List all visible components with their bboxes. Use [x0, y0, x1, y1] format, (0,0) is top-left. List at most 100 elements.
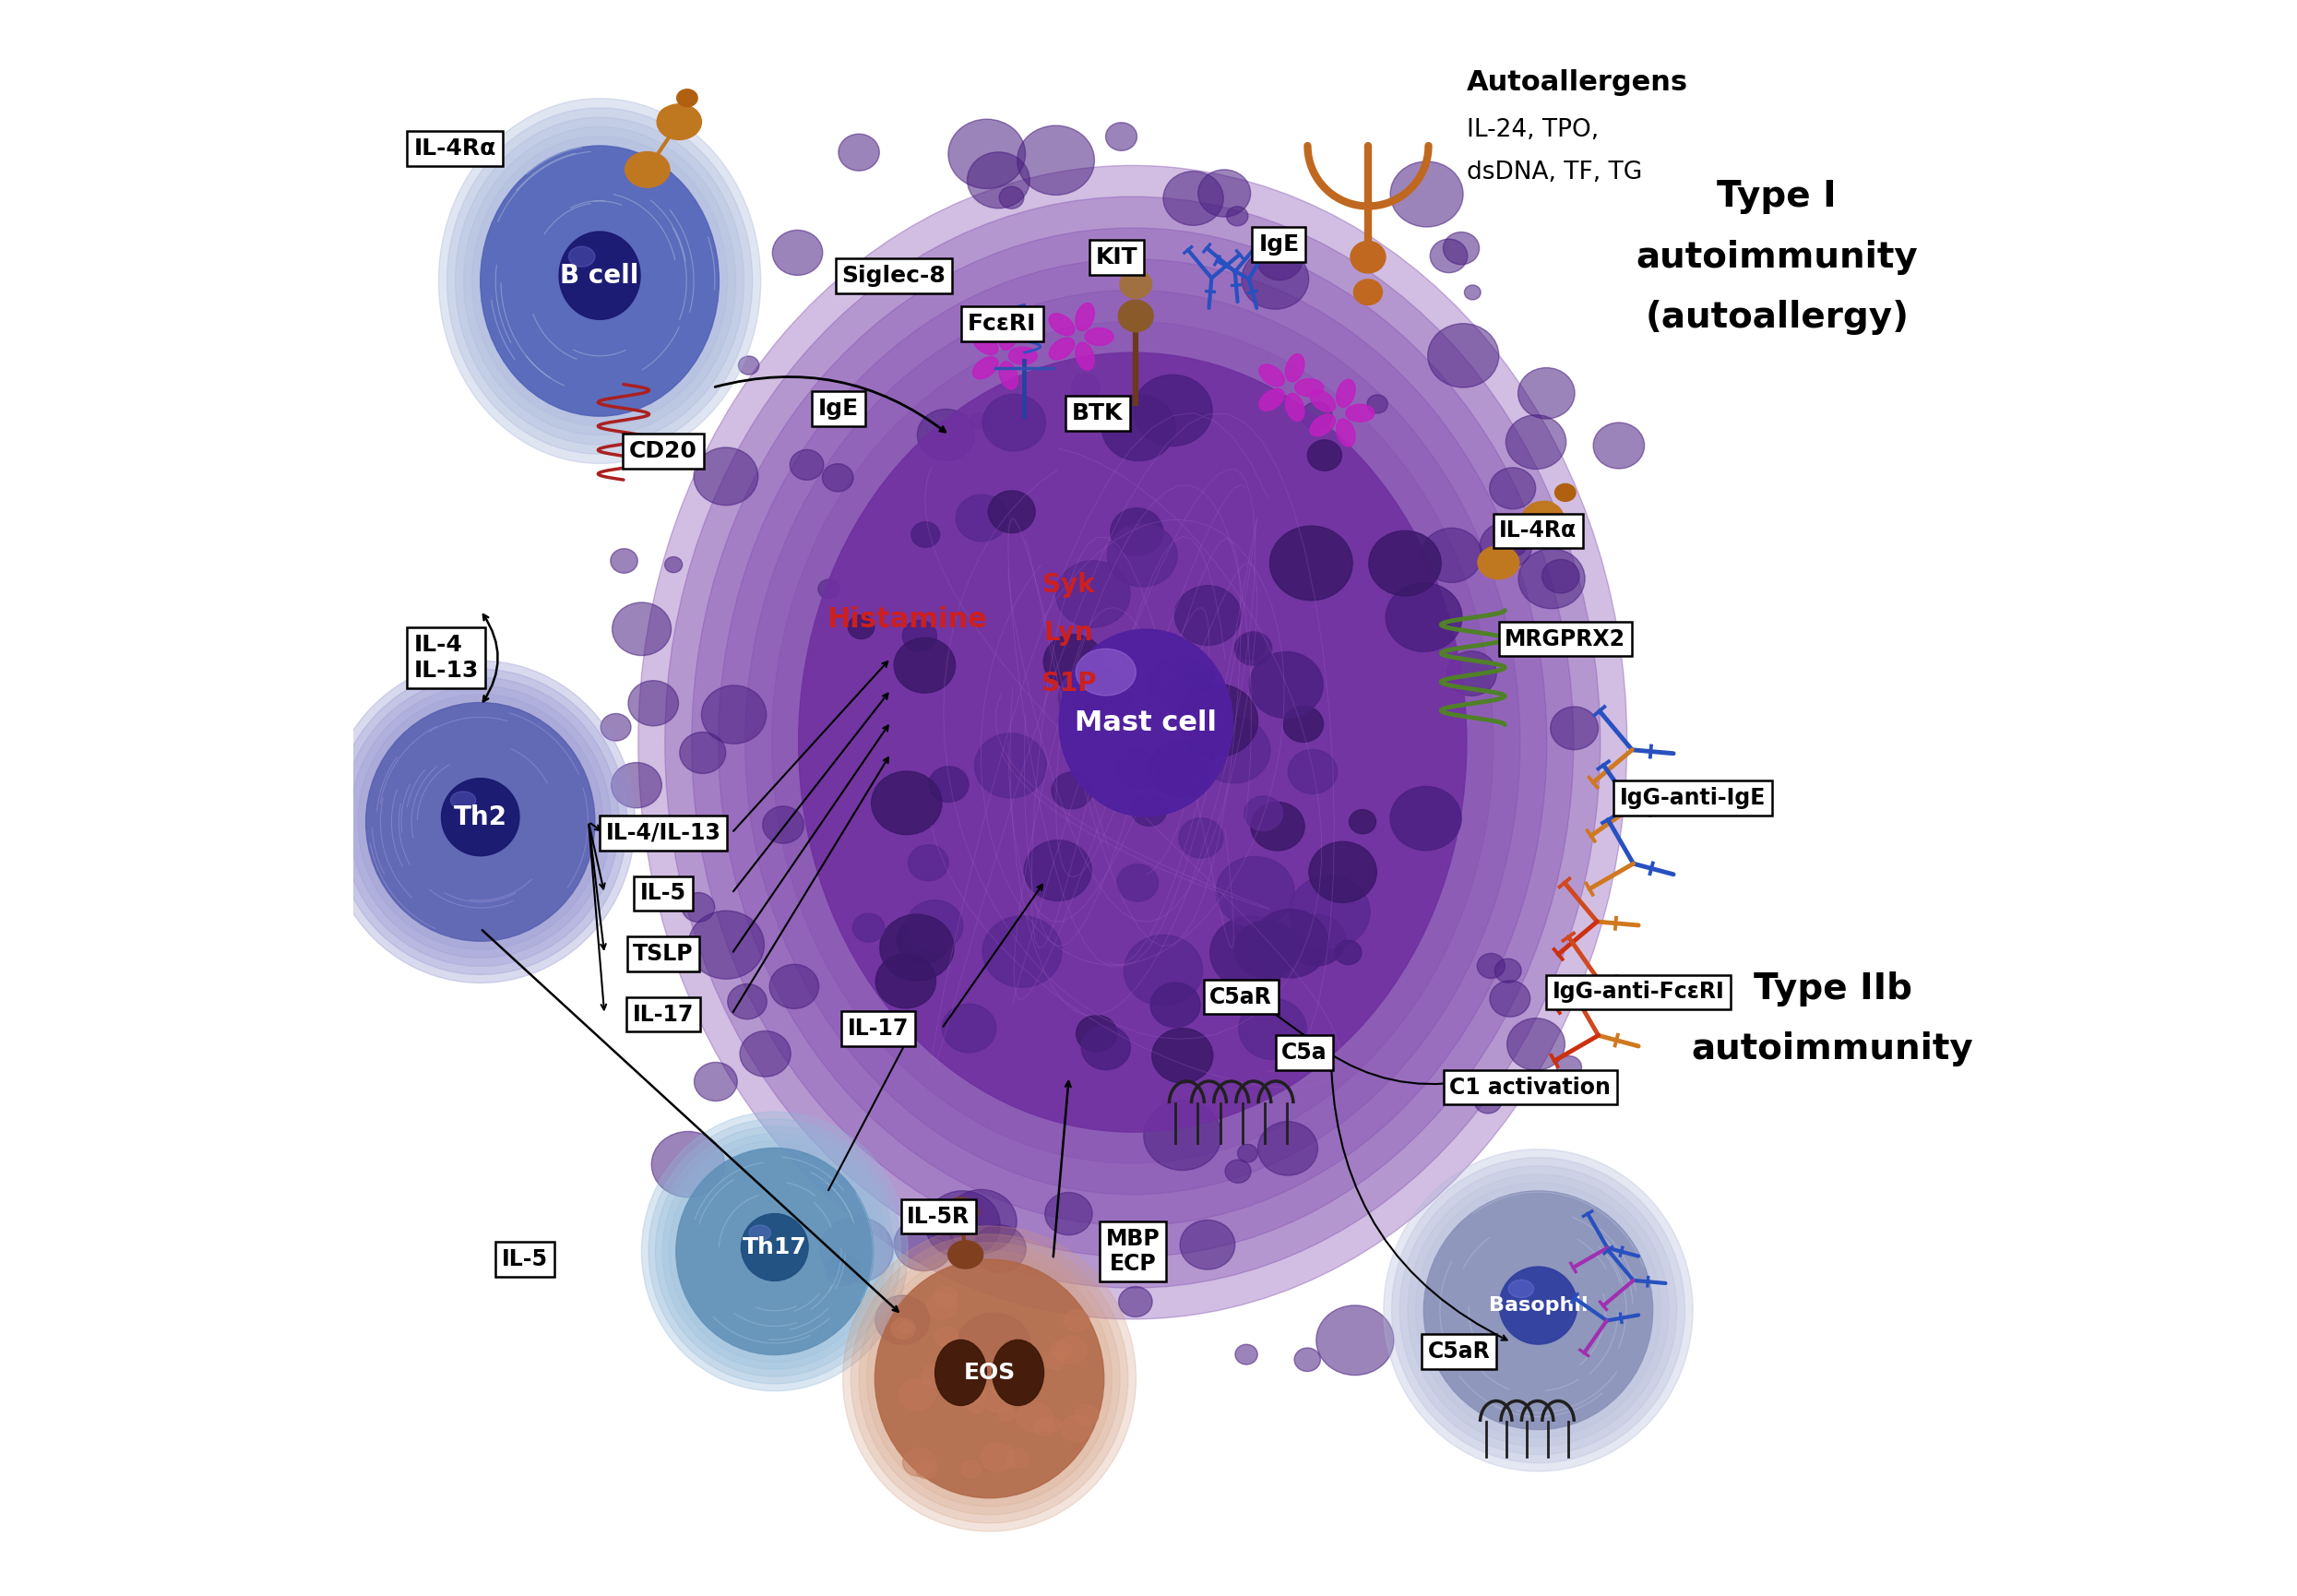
Ellipse shape — [1050, 338, 1075, 359]
Ellipse shape — [613, 602, 671, 656]
Ellipse shape — [960, 1460, 981, 1478]
Ellipse shape — [1082, 1026, 1130, 1069]
Ellipse shape — [1132, 375, 1213, 445]
Ellipse shape — [891, 1318, 914, 1339]
Ellipse shape — [668, 1141, 880, 1361]
Ellipse shape — [1475, 1088, 1502, 1114]
Ellipse shape — [838, 134, 880, 171]
Ellipse shape — [1006, 1449, 1029, 1467]
Ellipse shape — [935, 1286, 958, 1307]
Ellipse shape — [1479, 522, 1532, 570]
Ellipse shape — [1018, 126, 1093, 195]
Ellipse shape — [342, 677, 618, 966]
Ellipse shape — [1316, 1306, 1394, 1376]
Ellipse shape — [894, 638, 956, 693]
Ellipse shape — [763, 806, 804, 843]
Text: B cell: B cell — [560, 263, 639, 289]
Ellipse shape — [1109, 508, 1162, 555]
Text: Siglec-8: Siglec-8 — [843, 265, 946, 287]
Text: IgG-anti-FcεRI: IgG-anti-FcεRI — [1553, 982, 1725, 1004]
Ellipse shape — [1238, 1144, 1256, 1162]
Ellipse shape — [1385, 583, 1463, 651]
Ellipse shape — [1199, 169, 1250, 217]
Ellipse shape — [1236, 1344, 1256, 1365]
Ellipse shape — [1346, 404, 1374, 421]
Ellipse shape — [949, 120, 1024, 188]
Ellipse shape — [1259, 364, 1284, 386]
Ellipse shape — [903, 1449, 935, 1476]
Ellipse shape — [1250, 651, 1323, 718]
Ellipse shape — [1550, 707, 1599, 750]
Ellipse shape — [728, 983, 767, 1020]
Ellipse shape — [627, 680, 678, 726]
Ellipse shape — [1447, 651, 1498, 696]
Ellipse shape — [875, 954, 935, 1009]
Ellipse shape — [1415, 1183, 1661, 1438]
Ellipse shape — [866, 1251, 1112, 1507]
Ellipse shape — [825, 1254, 859, 1285]
Ellipse shape — [471, 136, 728, 426]
Ellipse shape — [894, 1218, 953, 1270]
Ellipse shape — [972, 332, 999, 354]
Ellipse shape — [1052, 772, 1093, 809]
Ellipse shape — [694, 1063, 737, 1101]
Ellipse shape — [1541, 560, 1580, 594]
Ellipse shape — [1507, 1018, 1564, 1071]
Ellipse shape — [903, 621, 937, 651]
Text: Syk: Syk — [1043, 571, 1096, 598]
Ellipse shape — [1245, 796, 1282, 830]
Ellipse shape — [1215, 857, 1296, 927]
Text: autoimmunity: autoimmunity — [1691, 1033, 1973, 1066]
Ellipse shape — [1259, 1122, 1318, 1175]
Ellipse shape — [946, 1363, 965, 1379]
Ellipse shape — [1259, 389, 1284, 410]
Ellipse shape — [1252, 803, 1305, 851]
Ellipse shape — [772, 321, 1493, 1163]
Ellipse shape — [772, 230, 822, 275]
Ellipse shape — [1491, 980, 1530, 1017]
Ellipse shape — [450, 792, 475, 809]
Ellipse shape — [1197, 718, 1270, 784]
Ellipse shape — [657, 104, 701, 140]
Ellipse shape — [680, 733, 726, 774]
Ellipse shape — [1518, 367, 1576, 418]
Text: CD20: CD20 — [629, 440, 698, 463]
Ellipse shape — [1309, 841, 1376, 902]
Ellipse shape — [1075, 650, 1137, 696]
Ellipse shape — [1151, 983, 1201, 1028]
Text: EOS: EOS — [962, 1361, 1015, 1384]
Ellipse shape — [611, 763, 662, 808]
Ellipse shape — [974, 1226, 1027, 1272]
Ellipse shape — [983, 1385, 1013, 1412]
Ellipse shape — [1148, 656, 1213, 713]
Ellipse shape — [1116, 863, 1158, 902]
Ellipse shape — [1057, 560, 1130, 627]
Ellipse shape — [820, 1218, 894, 1283]
Ellipse shape — [1059, 666, 1130, 731]
Ellipse shape — [1070, 373, 1100, 399]
Ellipse shape — [1534, 501, 1557, 522]
Ellipse shape — [848, 614, 875, 638]
Ellipse shape — [1181, 1219, 1236, 1269]
Ellipse shape — [1555, 484, 1576, 501]
Ellipse shape — [678, 89, 698, 107]
Ellipse shape — [949, 1374, 985, 1406]
Ellipse shape — [1594, 423, 1645, 469]
Ellipse shape — [1050, 313, 1075, 335]
Ellipse shape — [1309, 389, 1335, 412]
Ellipse shape — [701, 685, 767, 744]
Ellipse shape — [992, 1341, 1043, 1406]
Ellipse shape — [1144, 1101, 1222, 1170]
Ellipse shape — [859, 1243, 1121, 1515]
Ellipse shape — [1034, 1419, 1054, 1436]
Ellipse shape — [1256, 239, 1302, 279]
Ellipse shape — [999, 1406, 1015, 1420]
Ellipse shape — [1443, 231, 1479, 265]
Ellipse shape — [907, 900, 962, 951]
Ellipse shape — [1119, 300, 1153, 332]
Ellipse shape — [769, 964, 818, 1009]
Text: IgE: IgE — [1259, 233, 1300, 255]
Ellipse shape — [1064, 1310, 1089, 1331]
Text: IgG-anti-IgE: IgG-anti-IgE — [1619, 787, 1766, 809]
Ellipse shape — [1348, 809, 1376, 833]
